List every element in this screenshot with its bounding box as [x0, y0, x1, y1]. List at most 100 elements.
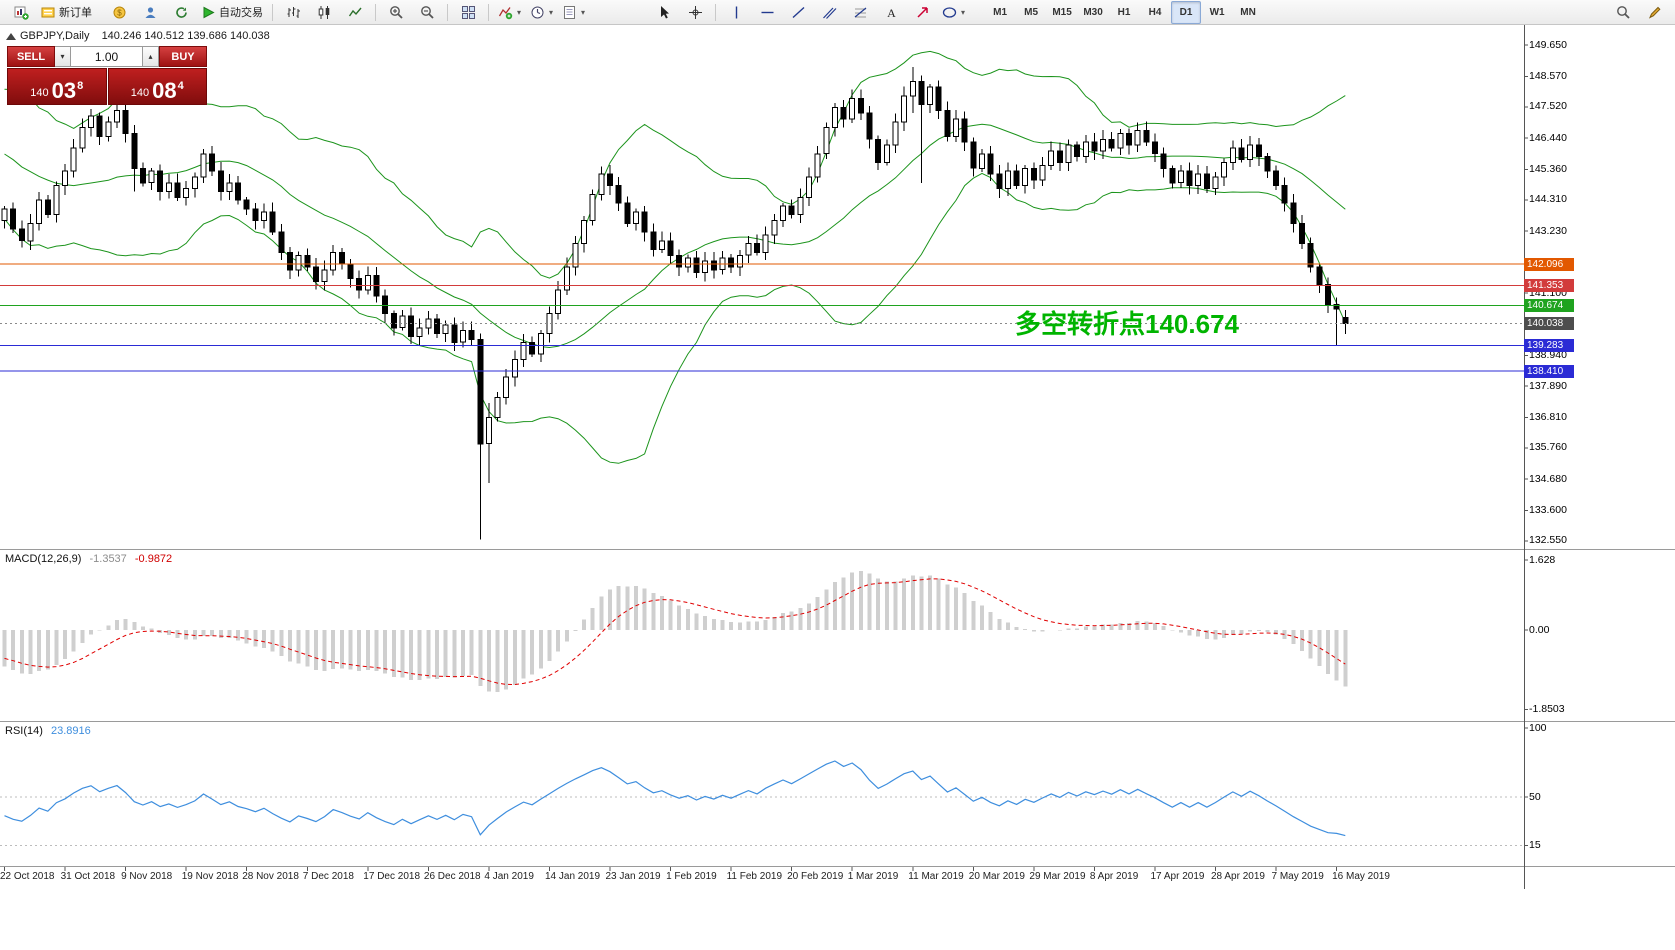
- date-label: 23 Jan 2019: [605, 871, 661, 882]
- fibonacci-button[interactable]: [845, 1, 875, 24]
- pane-divider-macd-rsi[interactable]: [0, 719, 1675, 723]
- price-axis-label: 133.600: [1529, 504, 1567, 516]
- volume-decrease-button[interactable]: ▾: [55, 46, 71, 67]
- timeframe-mn-button[interactable]: MN: [1233, 1, 1263, 24]
- periods-button[interactable]: ▾: [526, 1, 557, 24]
- zoom-in-icon: [389, 5, 404, 20]
- timeframe-m15-button[interactable]: M15: [1047, 1, 1077, 24]
- buy-price-big: 08: [152, 78, 177, 103]
- candles-icon: [317, 5, 332, 20]
- date-label: 28 Nov 2018: [242, 871, 299, 882]
- timeframe-m5-button[interactable]: M5: [1016, 1, 1046, 24]
- pencil-icon: [1647, 5, 1662, 20]
- timeframe-w1-button[interactable]: W1: [1202, 1, 1232, 24]
- horizontal-line-button[interactable]: [752, 1, 782, 24]
- new-chart-button[interactable]: [6, 1, 36, 24]
- cursor-button[interactable]: [649, 1, 679, 24]
- arrows-button[interactable]: [907, 1, 937, 24]
- timeframe-m1-button[interactable]: M1: [985, 1, 1015, 24]
- timeframe-d1-button[interactable]: D1: [1171, 0, 1202, 24]
- timeframe-h1-button[interactable]: H1: [1109, 1, 1139, 24]
- svg-text:A: A: [887, 6, 896, 20]
- channel-button[interactable]: [814, 1, 844, 24]
- price-axis[interactable]: 149.650 148.570 147.520 146.440 145.360 144.3…: [1524, 25, 1675, 889]
- price-axis-label: 149.650: [1529, 38, 1567, 51]
- market-watch-button[interactable]: $: [104, 1, 134, 24]
- pane-divider-main-macd[interactable]: [0, 547, 1675, 551]
- zoom-out-button[interactable]: [412, 1, 442, 24]
- dropdown-caret-icon[interactable]: ▾: [961, 7, 966, 17]
- shapes-button[interactable]: ▾: [938, 1, 969, 24]
- one-click-collapse-arrow[interactable]: [6, 33, 16, 40]
- search-button[interactable]: [1608, 1, 1638, 24]
- chart-text-annotation[interactable]: 多空转折点140.674: [1015, 309, 1239, 339]
- timeframe-m5-button-label: M5: [1024, 6, 1039, 18]
- new-order-button[interactable]: 新订单: [37, 1, 96, 24]
- macd-axis-label: 0.00: [1529, 623, 1550, 636]
- refresh-icon: [174, 5, 189, 20]
- text-button[interactable]: A: [876, 1, 906, 24]
- toolbar-separator: [447, 3, 448, 21]
- timeframe-m1-button-label: M1: [993, 6, 1008, 18]
- indicators-icon: [498, 5, 513, 20]
- zoom-out-icon: [420, 5, 435, 20]
- macd-axis-label: -1.8503: [1529, 703, 1565, 716]
- crosshair-button[interactable]: [680, 1, 710, 24]
- dropdown-caret-icon[interactable]: ▾: [517, 7, 522, 17]
- tile-windows-button[interactable]: [453, 1, 483, 24]
- rsi-axis-label: 15: [1529, 838, 1541, 851]
- timeframe-h4-button[interactable]: H4: [1140, 1, 1170, 24]
- time-axis[interactable]: 22 Oct 2018 31 Oct 2018 9 Nov 2018 19 Nov 2…: [0, 867, 1524, 889]
- volume-increase-button[interactable]: ▴: [143, 46, 159, 67]
- macd-name: MACD(12,26,9): [5, 553, 82, 565]
- line-chart-icon: [348, 5, 363, 20]
- buy-price-button[interactable]: 140 08 4: [107, 68, 207, 105]
- zoom-in-button[interactable]: [381, 1, 411, 24]
- date-label: 8 Apr 2019: [1089, 871, 1139, 882]
- trendline-button[interactable]: [783, 1, 813, 24]
- buy-button[interactable]: BUY: [159, 46, 207, 67]
- vertical-line-button[interactable]: [721, 1, 751, 24]
- date-label: 11 Feb 2019: [726, 871, 783, 882]
- price-tag: 142.096: [1524, 257, 1574, 271]
- date-label: 9 Nov 2018: [121, 871, 173, 882]
- price-tag: 139.283: [1524, 339, 1574, 353]
- indicators-button[interactable]: ▾: [494, 1, 525, 24]
- templates-button[interactable]: ▾: [558, 1, 589, 24]
- profile-icon: [143, 5, 158, 20]
- tile-icon: [461, 5, 476, 20]
- sell-price-button[interactable]: 140 03 8: [7, 68, 107, 105]
- candlestick-chart-button[interactable]: [309, 1, 339, 24]
- text-icon: A: [884, 5, 899, 20]
- pane-divider-rsi-dates[interactable]: [0, 864, 1675, 868]
- date-label: 17 Apr 2019: [1150, 871, 1205, 882]
- timeframe-mn-button-label: MN: [1240, 6, 1256, 18]
- timeframe-h4-button-label: H4: [1148, 6, 1162, 18]
- sell-price-big: 03: [51, 78, 77, 103]
- bar-chart-button[interactable]: [278, 1, 308, 24]
- volume-input[interactable]: 1.00: [71, 46, 143, 67]
- autotrading-button[interactable]: 自动交易: [197, 1, 267, 24]
- shapes-icon: [942, 5, 957, 20]
- sell-price-sup: 8: [77, 80, 84, 92]
- sell-button[interactable]: SELL: [7, 46, 55, 67]
- refresh-button[interactable]: [166, 1, 196, 24]
- date-label: 14 Jan 2019: [545, 871, 601, 882]
- timeframe-m30-button[interactable]: M30: [1078, 1, 1108, 24]
- dropdown-caret-icon[interactable]: ▾: [581, 7, 586, 17]
- dropdown-caret-icon[interactable]: ▾: [549, 7, 554, 17]
- navigator-button[interactable]: [135, 1, 165, 24]
- timeframe-m30-button-label: M30: [1083, 6, 1103, 18]
- rsi-axis-label: 100: [1529, 721, 1547, 734]
- macd-axis-label: 1.628: [1529, 553, 1556, 566]
- macd-label: MACD(12,26,9) -1.3537 -0.9872: [5, 553, 177, 565]
- price-axis-label: 144.310: [1529, 193, 1567, 206]
- periods-icon: [530, 5, 545, 20]
- chart-edit-button[interactable]: [1639, 1, 1669, 24]
- autotrade-icon: [201, 5, 216, 20]
- line-chart-button[interactable]: [340, 1, 370, 24]
- rsi-label: RSI(14) 23.8916: [5, 725, 96, 737]
